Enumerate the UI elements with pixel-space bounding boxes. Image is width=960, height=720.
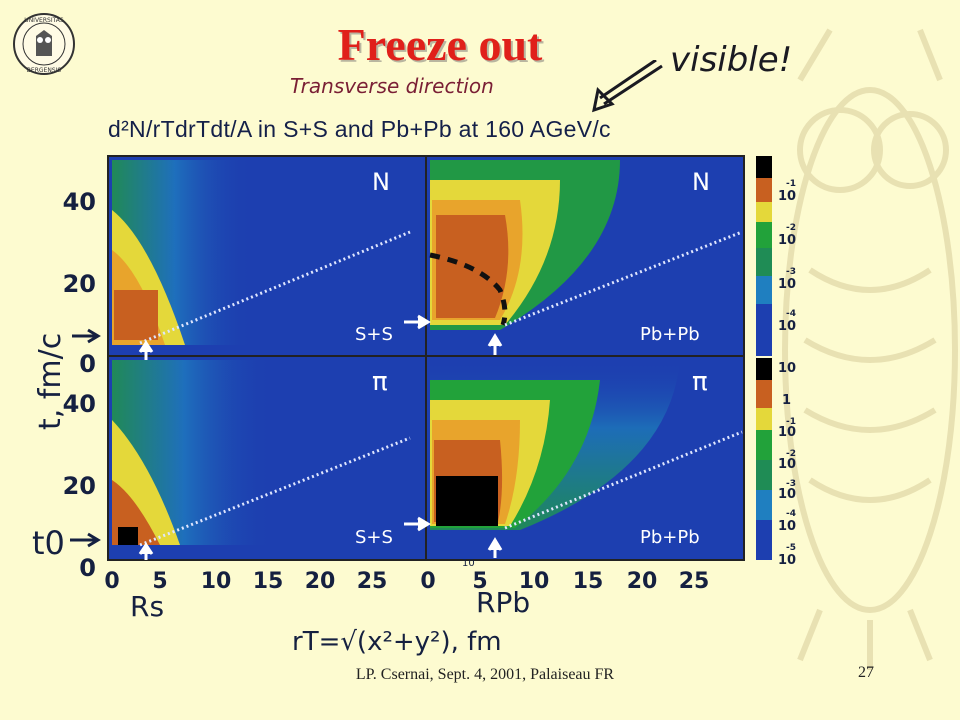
y-tick-top-40: 40 xyxy=(63,188,96,216)
radius-arrows xyxy=(138,314,503,560)
handwritten-annotation: visible! xyxy=(670,40,793,80)
heat-blob-bottom-right xyxy=(430,360,680,530)
x-tick-right-0: 0 xyxy=(420,569,435,594)
marker-rpb: RPb xyxy=(476,586,530,619)
footer-author: LP. Csernai, Sept. 4, 2001, Palaiseau FR xyxy=(355,666,615,683)
panel-label-bottom-left: π xyxy=(372,367,388,397)
heat-blob-top-right xyxy=(429,160,620,330)
y-axis-label: t, fm/c xyxy=(33,333,68,430)
colorbar-top xyxy=(756,156,772,356)
axis-arrows xyxy=(70,328,101,548)
x-tick-left-15: 15 xyxy=(253,569,284,594)
heat-blob-bottom-left xyxy=(112,360,272,545)
x-tick-left-0: 0 xyxy=(104,569,119,594)
marker-rs: Rs xyxy=(130,590,164,623)
cbar-bottom-5: -2 xyxy=(786,449,796,459)
x-axis-label: rT=√(x²+y²), fm xyxy=(292,627,502,657)
x-tick-right-25: 25 xyxy=(679,569,710,594)
panel-label-top-right: N xyxy=(692,168,710,196)
marker-t0: t0 xyxy=(32,524,65,562)
cbar-top-exp-1: -1 xyxy=(786,179,796,189)
svg-text:BERGENSIS: BERGENSIS xyxy=(27,67,62,74)
cbar-top-base-4: 10 xyxy=(778,319,796,334)
x-tick-left-20: 20 xyxy=(305,569,336,594)
cbar-top-base-3: 10 xyxy=(778,277,796,292)
cbar-bottom-4: 10 xyxy=(778,425,796,440)
x-tick-right-5: 5 xyxy=(472,569,487,594)
x-tick-right-20: 20 xyxy=(627,569,658,594)
x-tick-right-15: 15 xyxy=(573,569,604,594)
cbar-bottom-12: 10 xyxy=(778,553,796,568)
x-tick-left-5: 5 xyxy=(152,569,167,594)
handwritten-arrow-icon xyxy=(592,60,663,113)
handwritten-subtitle: Transverse direction xyxy=(290,74,494,98)
y-tick-top-20: 20 xyxy=(63,270,96,298)
cbar-bottom-6: 10 xyxy=(778,457,796,472)
figure-title: d²N/rTdrTdt/A in S+S and Pb+Pb at 160 AG… xyxy=(108,116,611,142)
stray-mark: 10 xyxy=(462,558,475,569)
light-cone-lines xyxy=(139,230,743,547)
panel-label-bottom-right: π xyxy=(692,367,708,397)
system-label-ss-top: S+S xyxy=(355,324,393,345)
system-label-ss-bottom: S+S xyxy=(355,527,393,548)
cbar-top-exp-3: -3 xyxy=(786,267,796,277)
page-number: 27 xyxy=(858,664,874,681)
y-tick-bottom-20: 20 xyxy=(63,472,96,500)
x-tick-left-10: 10 xyxy=(201,569,232,594)
cbar-bottom-10: 10 xyxy=(778,519,796,534)
x-tick-left-25: 25 xyxy=(357,569,388,594)
colorbar-bottom xyxy=(756,358,772,560)
cbar-top-exp-2: -2 xyxy=(786,223,796,233)
system-label-pbpb-bottom: Pb+Pb xyxy=(640,527,700,548)
y-tick-top-0: 0 xyxy=(79,350,96,378)
y-tick-bottom-0: 0 xyxy=(79,554,96,582)
slide-title: Freeze out xyxy=(337,19,543,70)
cbar-bottom-9: -4 xyxy=(786,509,796,519)
svg-text:UNIVERSITAS: UNIVERSITAS xyxy=(24,17,64,24)
cbar-bottom-8: 10 xyxy=(778,487,796,502)
system-label-pbpb-top: Pb+Pb xyxy=(640,324,700,345)
heat-blob-top-left xyxy=(112,160,252,345)
cbar-top-exp-4: -4 xyxy=(786,309,796,319)
cbar-bottom-1: 10 xyxy=(778,361,796,376)
owl-watermark-icon xyxy=(782,28,958,670)
y-tick-bottom-40: 40 xyxy=(63,390,96,418)
x-tick-right-10: 10 xyxy=(519,569,550,594)
cbar-bottom-2: 1 xyxy=(782,393,791,408)
cbar-top-base-1: 10 xyxy=(778,189,796,204)
cbar-bottom-7: -3 xyxy=(786,479,796,489)
university-seal-logo: UNIVERSITAS BERGENSIS xyxy=(13,13,75,75)
cbar-top-base-2: 10 xyxy=(778,233,796,248)
cbar-bottom-11: -5 xyxy=(786,543,796,553)
panel-label-top-left: N xyxy=(372,168,390,196)
cbar-bottom-3: -1 xyxy=(786,417,796,427)
